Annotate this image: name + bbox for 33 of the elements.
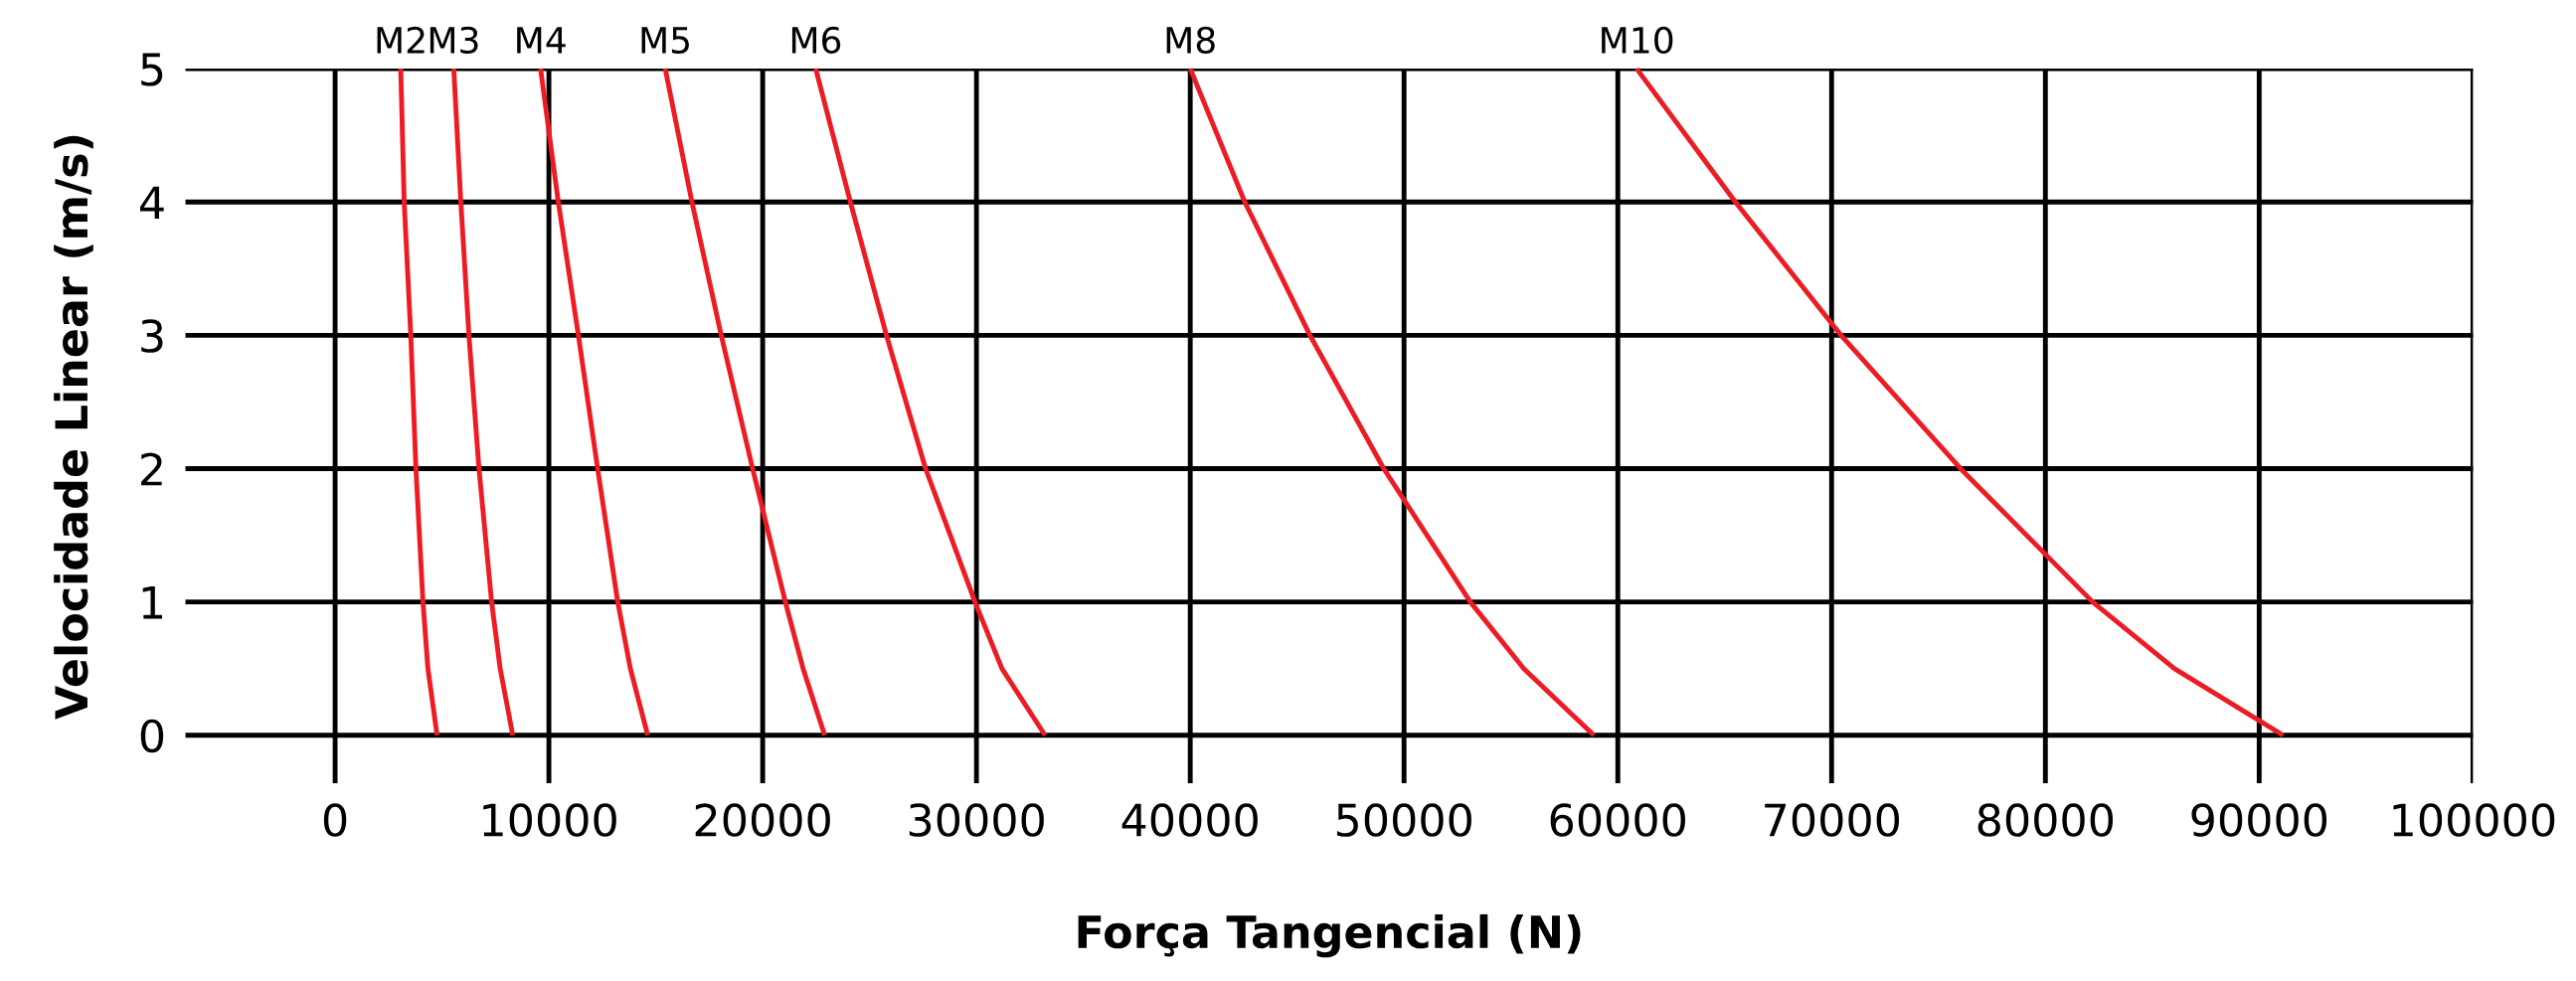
line-series: [813, 66, 1048, 738]
y-tick-label: 4: [140, 186, 164, 220]
x-tick-label: 100000: [2393, 803, 2555, 837]
x-tick-label: 40000: [1121, 803, 1258, 837]
x-tick-label: 70000: [1765, 803, 1900, 837]
y-tick-label: 3: [141, 319, 163, 353]
x-axis-title: Força Tangencial (N): [1078, 913, 1581, 958]
x-tick-label: 30000: [909, 803, 1044, 837]
line-series: [662, 66, 827, 738]
series-label: M6: [791, 26, 841, 55]
y-tick-label: 1: [142, 586, 162, 619]
x-tick-label: 10000: [483, 803, 616, 837]
series-label: M3: [429, 26, 478, 55]
x-tick-label: 0: [323, 803, 347, 837]
series-label: M4: [517, 27, 566, 54]
y-axis-title: Velocidade Linear (m/s): [54, 135, 93, 720]
series-label: M2: [377, 26, 425, 54]
series-label: M10: [1602, 26, 1673, 55]
x-tick-label: 50000: [1336, 803, 1471, 837]
line-series: [450, 66, 516, 738]
x-tick-label: 90000: [2191, 803, 2327, 837]
line-series: [1187, 66, 1597, 738]
line-series: [538, 66, 650, 738]
x-tick-label: 20000: [695, 803, 830, 837]
y-tick-label: 5: [141, 53, 163, 86]
x-tick-label: 60000: [1550, 803, 1685, 837]
y-tick-label: 0: [140, 719, 164, 753]
x-tick-label: 80000: [1977, 803, 2114, 837]
series-label: M5: [641, 27, 689, 55]
series-label: M8: [1166, 26, 1215, 55]
line-series: [398, 66, 440, 738]
line-series: [1633, 66, 2286, 738]
y-tick-label: 2: [141, 452, 162, 486]
